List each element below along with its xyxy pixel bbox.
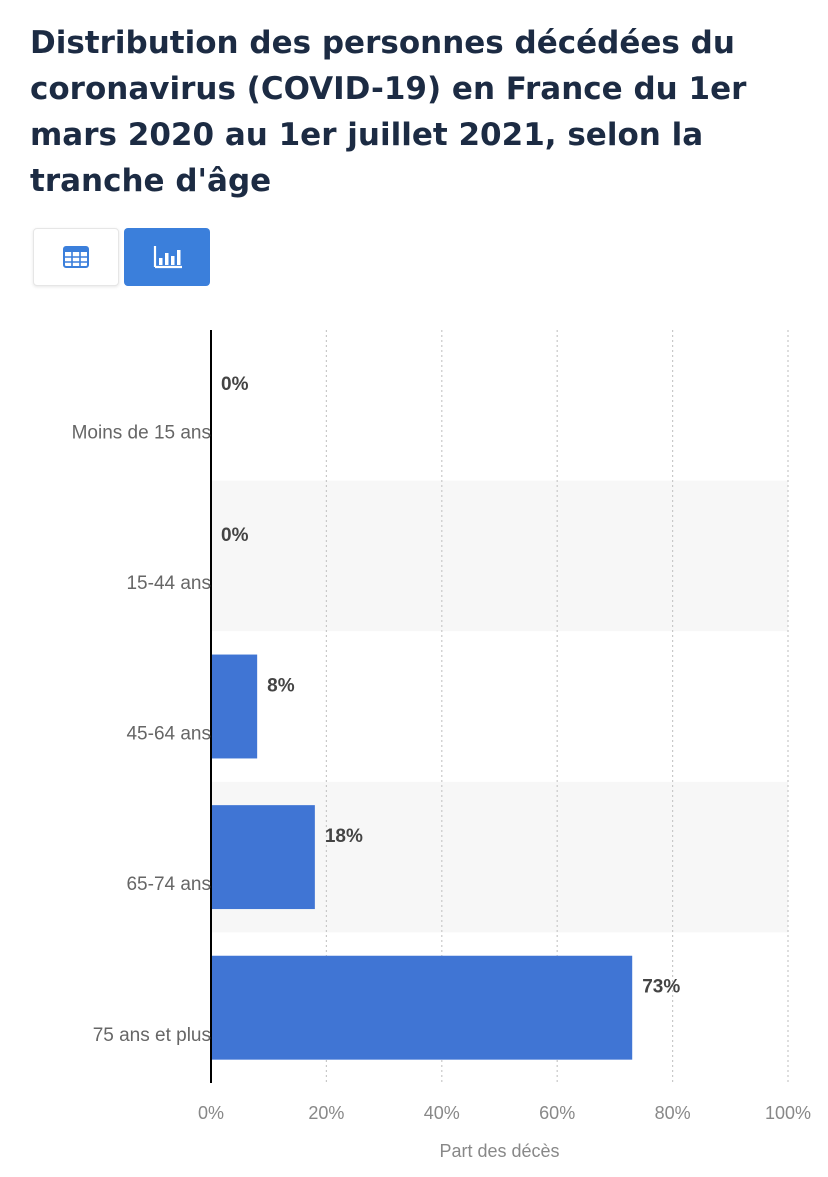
data-label: 0% [221, 525, 249, 546]
table-view-button[interactable] [33, 228, 119, 286]
data-label: 0% [221, 374, 249, 395]
x-tick-label: 20% [308, 1103, 344, 1123]
category-label: 65-74 ans [126, 874, 211, 895]
category-label: Moins de 15 ans [72, 422, 211, 443]
page-title: Distribution des personnes décédées du c… [30, 25, 747, 199]
category-label: 45-64 ans [126, 724, 211, 745]
bar[interactable] [211, 805, 315, 910]
x-tick-label: 100% [765, 1103, 811, 1123]
row-band [211, 480, 788, 632]
x-tick-label: 60% [539, 1103, 575, 1123]
bar[interactable] [211, 654, 258, 759]
bar-chart-icon [153, 246, 182, 269]
category-label: 75 ans et plus [93, 1025, 211, 1046]
x-axis-title: Part des décès [439, 1141, 559, 1161]
x-tick-label: 40% [424, 1103, 460, 1123]
category-label: 15-44 ans [126, 573, 211, 594]
x-tick-label: 80% [655, 1103, 691, 1123]
table-icon [63, 246, 89, 268]
chart-view-button[interactable] [124, 228, 210, 286]
x-tick-label: 0% [198, 1103, 224, 1123]
bar[interactable] [211, 955, 633, 1060]
data-label: 73% [642, 977, 680, 998]
data-label: 18% [325, 826, 363, 847]
data-label: 8% [267, 675, 295, 696]
